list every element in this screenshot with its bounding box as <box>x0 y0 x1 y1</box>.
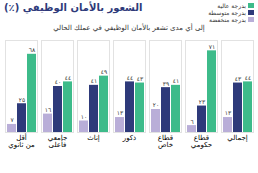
svg-text:ذكور: ذكور <box>122 134 136 142</box>
svg-text:٤٠: ٤٠ <box>55 78 61 85</box>
svg-text:قطاعخاص: قطاعخاص <box>158 134 173 149</box>
svg-text:٦: ٦ <box>190 118 193 125</box>
html-text:إلى أي مدى تشعر بالأمان الوظيف: إلى أي مدى تشعر بالأمان الوظيفي في عملك … <box>53 24 205 32</box>
svg-text:٤٤: ٤٤ <box>245 74 251 81</box>
html-text:الشعور بالأمان الوظيفي (٪): الشعور بالأمان الوظيفي (٪) <box>4 2 143 13</box>
svg-text:٧: ٧ <box>10 116 14 123</box>
svg-text:إناث: إناث <box>87 134 100 142</box>
svg-text:١٣: ١٣ <box>225 109 232 116</box>
svg-text:٢٣: ٢٣ <box>199 98 206 105</box>
svg-text:٧١: ٧١ <box>209 43 215 50</box>
svg-text:٢٥: ٢٥ <box>19 96 25 103</box>
svg-text:٤٩: ٤٩ <box>101 68 107 75</box>
svg-text:٤٣: ٤٣ <box>235 75 242 82</box>
html-text:بدرجة عالية: بدرجة عالية <box>217 2 246 9</box>
svg-text:٢٠: ٢٠ <box>153 101 159 108</box>
html-text:بدرجة متوسطة: بدرجة متوسطة <box>208 9 246 16</box>
svg-text:٤٤: ٤٤ <box>65 74 71 81</box>
svg-text:٤٣: ٤٣ <box>137 75 144 82</box>
svg-text:١٠: ١٠ <box>81 113 87 120</box>
svg-text:٣٩: ٣٩ <box>163 80 169 87</box>
svg-text:٤٤: ٤٤ <box>127 74 133 81</box>
svg-text:١٣: ١٣ <box>117 109 124 116</box>
svg-text:٦٨: ٦٨ <box>29 46 36 53</box>
svg-text:٤١: ٤١ <box>173 77 179 84</box>
svg-text:قطاعحكومي: قطاعحكومي <box>191 134 212 149</box>
svg-text:١٦: ١٦ <box>45 106 51 113</box>
svg-text:جامعيفأعلى: جامعيفأعلى <box>48 134 67 149</box>
html-text:بدرجة منخفضة: بدرجة منخفضة <box>209 16 246 23</box>
svg-text:أقلمن ثانوي: أقلمن ثانوي <box>8 133 35 149</box>
svg-text:إجمالي: إجمالي <box>227 134 247 142</box>
svg-text:٤١: ٤١ <box>91 77 97 84</box>
